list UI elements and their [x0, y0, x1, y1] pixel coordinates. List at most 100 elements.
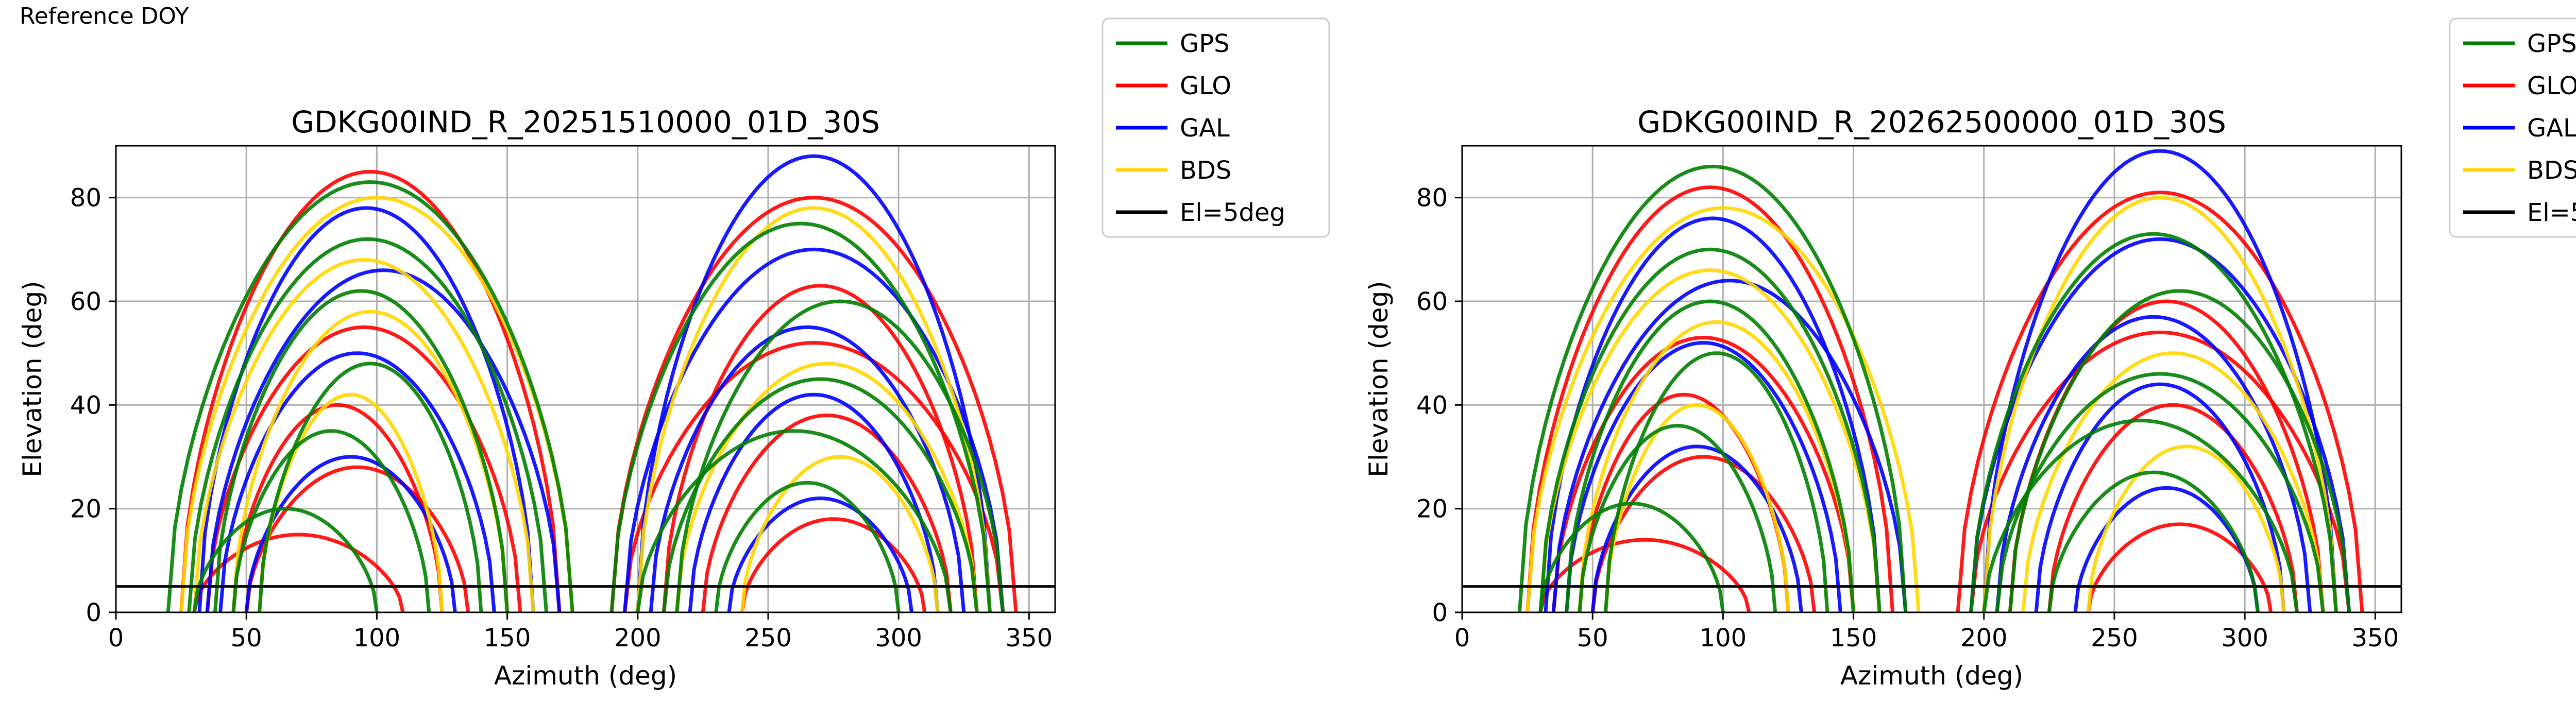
track-glo-7 — [2086, 522, 2273, 612]
legend-label-gps: GPS — [2527, 29, 2576, 58]
track-gps-4 — [1969, 232, 2338, 612]
legend-label-gps: GPS — [1180, 29, 1230, 58]
x-tick-label: 350 — [1006, 624, 1053, 653]
track-bds-6 — [2086, 444, 2286, 612]
track-bds-5 — [1604, 403, 1790, 612]
x-axis-label: Azimuth (deg) — [1840, 661, 2023, 691]
x-tick-label: 100 — [1700, 624, 1747, 653]
chart-panel-2: 0 50 100 150 200 250 300 350 0 20 40 60 80 GDKG00IND_… — [1364, 18, 2576, 691]
track-bds-1 — [1538, 268, 1882, 612]
track-glo-3 — [609, 196, 1018, 612]
x-tick-label: 350 — [2352, 624, 2399, 653]
track-bds-2 — [231, 310, 510, 612]
track-gal-1 — [197, 206, 535, 612]
track-gps-1 — [1538, 247, 1882, 612]
y-tick-label: 40 — [70, 391, 101, 420]
track-glo-6 — [1590, 455, 1817, 612]
track-gps-5 — [662, 377, 979, 612]
track-gps-8 — [231, 429, 431, 612]
track-gal-8 — [1982, 149, 2338, 612]
track-gal-6 — [244, 455, 457, 612]
track-gal-9 — [1551, 279, 1908, 612]
track-glo-7 — [740, 517, 927, 612]
x-tick-label: 200 — [614, 624, 662, 653]
x-tick-label: 250 — [744, 624, 792, 653]
track-gps-3 — [166, 180, 574, 612]
track-glo-1 — [1526, 185, 1894, 612]
track-gps-5 — [1995, 372, 2325, 612]
x-tick-label: 0 — [1454, 624, 1470, 653]
legend-label-glo: GLO — [1180, 72, 1231, 100]
track-gal-5 — [688, 392, 940, 612]
track-gal-7 — [2073, 486, 2260, 612]
track-gps-3 — [1517, 164, 1908, 612]
track-gps-7 — [2008, 289, 2351, 612]
chart-title: GDKG00IND_R_20251510000_01D_30S — [291, 105, 880, 140]
x-tick-label: 50 — [1577, 624, 1608, 653]
y-tick-label: 0 — [1432, 598, 1448, 627]
x-axis-label: Azimuth (deg) — [494, 661, 677, 691]
track-gal-5 — [2034, 382, 2286, 612]
track-gps-10 — [636, 429, 953, 612]
track-bds-4 — [675, 362, 979, 612]
legend: GPS GLO GAL BDS El=5deg — [1101, 18, 1330, 238]
y-tick-label: 20 — [1416, 495, 1448, 524]
legend-label-gal: GAL — [2527, 114, 2576, 143]
track-gps-2 — [1565, 299, 1856, 612]
track-glo-5 — [701, 413, 953, 612]
track-gal-9 — [205, 268, 562, 612]
track-gal-1 — [1544, 216, 1882, 612]
x-tick-label: 300 — [2221, 624, 2268, 653]
track-bds-6 — [740, 455, 940, 612]
y-axis-label: Elevation (deg) — [1364, 281, 1394, 477]
track-gal-2 — [1565, 340, 1842, 612]
y-tick-label: 60 — [70, 287, 101, 316]
track-gps-2 — [213, 289, 510, 612]
y-tick-label: 80 — [70, 184, 101, 213]
legend: GPS GLO GAL BDS El=5deg — [2449, 18, 2576, 238]
track-glo-1 — [179, 169, 562, 612]
track-bds-7 — [179, 196, 574, 612]
track-gps-1 — [187, 237, 548, 612]
track-gal-3 — [1969, 237, 2351, 612]
track-glo-5 — [2047, 403, 2299, 612]
y-axis-label: Elevation (deg) — [18, 281, 47, 477]
track-bds-2 — [1578, 320, 1856, 612]
legend-label-bds: BDS — [2527, 156, 2576, 185]
y-tick-label: 20 — [70, 495, 101, 524]
track-glo-3 — [1956, 191, 2364, 612]
y-tick-label: 0 — [86, 598, 101, 627]
axes-frame — [1461, 145, 2402, 613]
track-gps-4 — [609, 221, 992, 612]
x-tick-label: 50 — [231, 624, 262, 653]
track-gps-9 — [1604, 351, 1829, 612]
legend-label-el=5deg: El=5deg — [2527, 198, 2576, 227]
track-bds-1 — [192, 258, 535, 612]
y-tick-label: 40 — [1416, 391, 1448, 420]
axes-frame — [115, 145, 1056, 613]
tracks-group — [166, 154, 1018, 612]
track-bds-4 — [2021, 351, 2325, 612]
tracks-group — [1517, 149, 2364, 612]
track-bds-5 — [258, 392, 444, 612]
track-glo-9 — [623, 340, 1005, 612]
x-tick-label: 300 — [875, 624, 922, 653]
track-glo-4 — [662, 284, 979, 612]
legend-label-el=5deg: El=5deg — [1180, 198, 1285, 227]
track-gps-10 — [1982, 418, 2299, 612]
track-glo-6 — [244, 465, 470, 612]
legend-label-bds: BDS — [1180, 156, 1231, 185]
track-gal-3 — [623, 247, 1005, 612]
chart-panel-1: 0 50 100 150 200 250 300 350 0 20 40 60 80 GDKG00IND_… — [18, 18, 1330, 691]
track-gps-6 — [714, 481, 901, 612]
x-tick-label: 0 — [108, 624, 124, 653]
track-glo-10 — [1538, 538, 1751, 612]
x-tick-label: 250 — [2091, 624, 2138, 653]
track-glo-8 — [231, 403, 444, 612]
track-gal-6 — [1590, 444, 1803, 612]
track-glo-10 — [192, 533, 405, 612]
track-bds-3 — [636, 206, 992, 612]
track-gps-8 — [1578, 424, 1777, 612]
track-gps-7 — [675, 299, 1005, 612]
